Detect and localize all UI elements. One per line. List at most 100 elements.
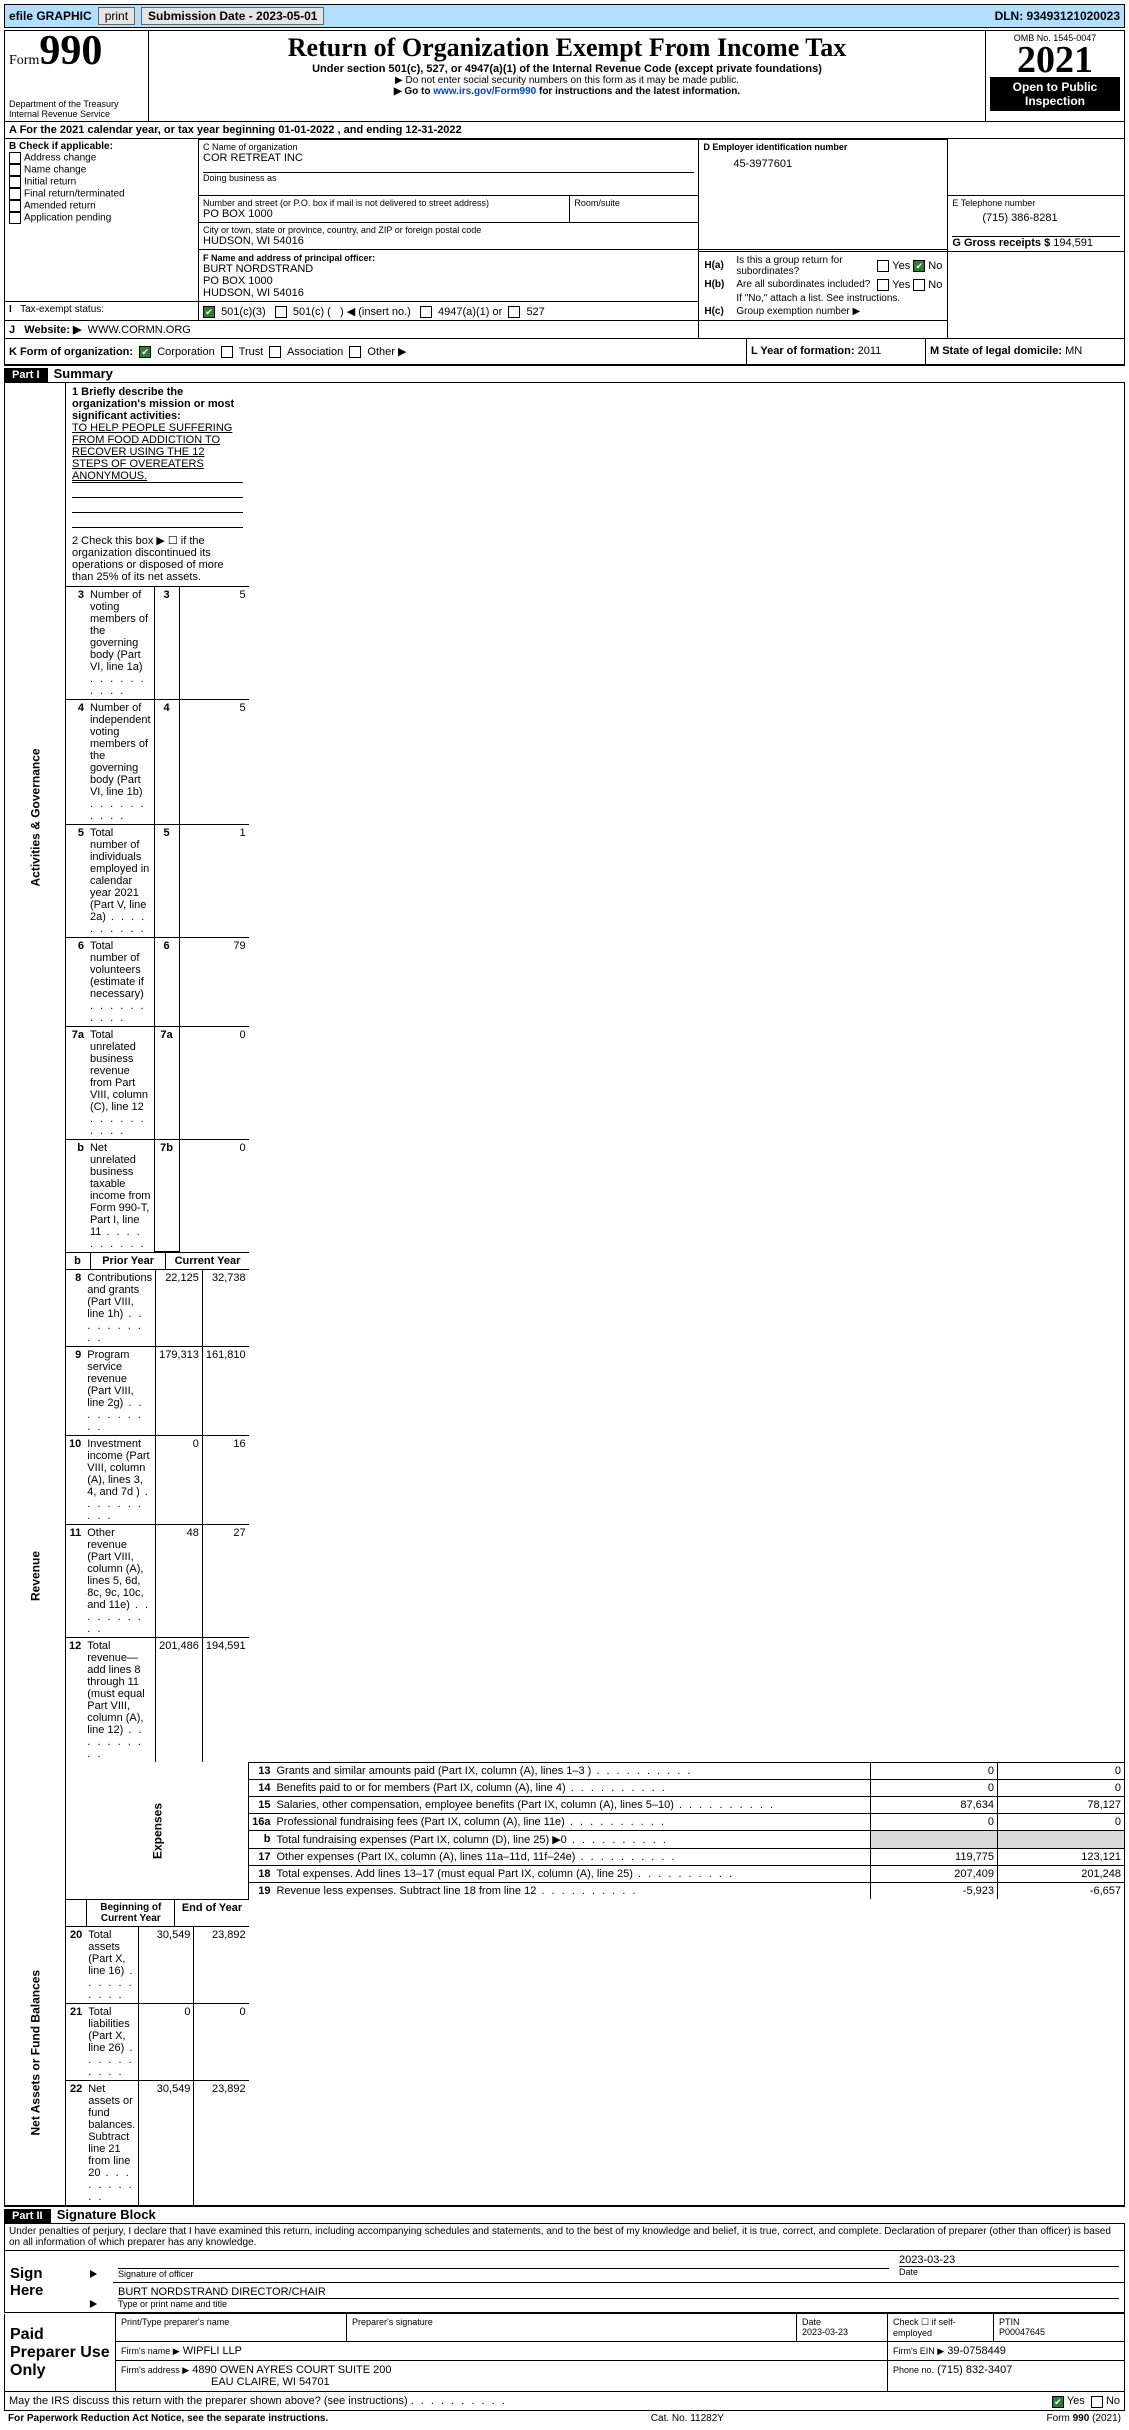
dept-treasury: Department of the Treasury (9, 99, 144, 109)
line-text: Number of voting members of the governin… (87, 586, 154, 699)
line-text: Total expenses. Add lines 13–17 (must eq… (273, 1866, 870, 1883)
chk-trust[interactable] (221, 346, 233, 358)
form-header: Form990 Department of the Treasury Inter… (4, 30, 1125, 122)
tax-year: 2021 (990, 43, 1120, 77)
line-num: 11 (66, 1525, 84, 1638)
hb-lbl: H(b) (703, 278, 735, 292)
line-text: Total revenue—add lines 8 through 11 (mu… (84, 1638, 155, 1763)
faddr1: 4890 OWEN AYRES COURT SUITE 200 (192, 2364, 391, 2376)
prior-year: 22,125 (156, 1270, 203, 1347)
c-name-lbl: C Name of organization (203, 142, 694, 152)
chk-name[interactable] (9, 164, 21, 176)
chk-527[interactable] (508, 306, 520, 318)
current-year: 161,810 (202, 1347, 248, 1436)
paid-preparer-block: Paid Preparer Use Only Print/Type prepar… (4, 2313, 1125, 2392)
b5: Application pending (24, 213, 111, 224)
irs-link[interactable]: www.irs.gov/Form990 (433, 86, 536, 97)
chk-501c[interactable] (275, 306, 287, 318)
chk-final[interactable] (9, 188, 21, 200)
line-num: 19 (249, 1883, 273, 1900)
arrow-icon-2 (90, 2300, 97, 2308)
yes2: Yes (892, 279, 910, 291)
footer-mid: Cat. No. 11282Y (651, 2413, 724, 2424)
hc-lbl: H(c) (703, 305, 735, 318)
perjury-decl: Under penalties of perjury, I declare th… (4, 2224, 1125, 2251)
hb-no[interactable] (913, 279, 925, 291)
a-pre: A For the 2021 calendar year, or tax yea… (9, 124, 278, 136)
line-val: 1 (179, 824, 249, 937)
chk-address[interactable] (9, 152, 21, 164)
k4: Other ▶ (367, 346, 406, 358)
discuss-no[interactable] (1091, 2396, 1103, 2408)
city: HUDSON, WI 54016 (203, 235, 694, 247)
i3: 4947(a)(1) or (438, 306, 502, 318)
website: WWW.CORMN.ORG (88, 324, 191, 336)
current-year (998, 1831, 1125, 1849)
ha-no[interactable]: ✔ (913, 260, 925, 272)
print-button[interactable]: print (98, 7, 135, 25)
line-text: Number of independent voting members of … (87, 699, 154, 824)
chk-initial[interactable] (9, 176, 21, 188)
officer-addr2: HUDSON, WI 54016 (203, 287, 694, 299)
dno: No (1106, 2395, 1120, 2407)
line-num: 21 (66, 2004, 85, 2081)
submission-date: Submission Date - 2023-05-01 (141, 7, 324, 25)
line-text: Total number of individuals employed in … (87, 824, 154, 937)
page-footer: For Paperwork Reduction Act Notice, see … (4, 2411, 1125, 2426)
firm: WIPFLI LLP (183, 2345, 242, 2357)
current-year: 78,127 (998, 1797, 1125, 1814)
phone: (715) 386-8281 (952, 208, 1120, 224)
sign-here: Sign Here (5, 2251, 86, 2313)
officer-addr1: PO BOX 1000 (203, 275, 694, 287)
form-word: Form (9, 53, 39, 68)
line-val: 0 (179, 1026, 249, 1139)
discuss-yes[interactable]: ✔ (1052, 2396, 1064, 2408)
i4: 527 (526, 306, 544, 318)
side-revenue: Revenue (5, 1252, 66, 1899)
sub3-pre: ▶ Go to (394, 86, 433, 97)
side-netassets: Net Assets or Fund Balances (5, 1899, 66, 2206)
gross-receipts: 194,591 (1053, 237, 1093, 249)
current-year: 0 (998, 1814, 1125, 1831)
k3: Association (287, 346, 343, 358)
prior-year: 30,549 (139, 1927, 194, 2004)
sig-date-lbl: Date (899, 2267, 1119, 2277)
chk-4947[interactable] (420, 306, 432, 318)
hb-yes[interactable] (877, 279, 889, 291)
chk-other[interactable] (349, 346, 361, 358)
ha-yes[interactable] (877, 260, 889, 272)
line-box: 5 (154, 824, 179, 937)
i-txt: Tax-exempt status: (20, 304, 104, 315)
pdate: 2023-03-23 (802, 2327, 848, 2337)
current-year: 27 (202, 1525, 248, 1638)
part2-header: Part II Signature Block (4, 2206, 1125, 2224)
dba-lbl: Doing business as (203, 173, 694, 183)
pcol3: Date (802, 2317, 821, 2327)
cy-hdr: Current Year (166, 1253, 249, 1270)
chk-corp[interactable]: ✔ (139, 346, 151, 358)
line-val: 5 (179, 586, 249, 699)
e-lbl: E Telephone number (952, 198, 1120, 208)
b2: Initial return (24, 177, 76, 188)
pcol2: Preparer's signature (347, 2314, 797, 2342)
line-text: Net unrelated business taxable income fr… (87, 1139, 154, 1252)
prior-year: -5,923 (871, 1883, 998, 1900)
ha-lbl: H(a) (703, 254, 735, 278)
chk-assoc[interactable] (269, 346, 281, 358)
line-num: 5 (66, 824, 87, 937)
line-num: 7a (66, 1026, 87, 1139)
chk-501c3[interactable]: ✔ (203, 306, 215, 318)
line-num: 20 (66, 1927, 85, 2004)
addr-lbl: Number and street (or P.O. box if mail i… (203, 198, 565, 208)
chk-amended[interactable] (9, 200, 21, 212)
sub3-post: for instructions and the latest informat… (536, 86, 740, 97)
fein: 39-0758449 (947, 2345, 1006, 2357)
k-lbl: K Form of organization: (9, 346, 133, 358)
chk-pending[interactable] (9, 212, 21, 224)
domicile: MN (1065, 345, 1082, 357)
h-note: If "No," attach a list. See instructions… (735, 292, 943, 305)
i1: 501(c)(3) (221, 306, 266, 318)
part1-header: Part I Summary (4, 365, 1125, 383)
eoy-hdr: End of Year (175, 1900, 249, 1927)
line-text: Total unrelated business revenue from Pa… (87, 1026, 154, 1139)
